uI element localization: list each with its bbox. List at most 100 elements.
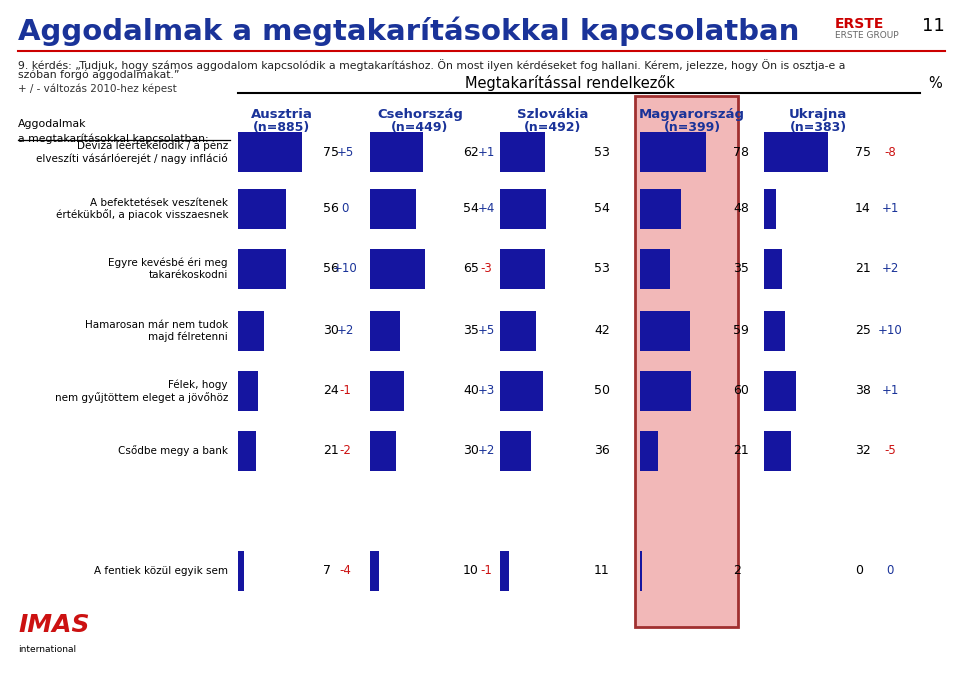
Text: Csődbe megy a bank: Csődbe megy a bank	[118, 446, 228, 457]
Bar	[238, 132, 301, 172]
Text: -2: -2	[339, 444, 351, 457]
Bar	[500, 132, 545, 172]
Text: 38: 38	[855, 384, 871, 398]
Bar	[640, 371, 691, 411]
Bar	[238, 551, 244, 591]
Text: + / - változás 2010-hez képest: + / - változás 2010-hez képest	[18, 84, 177, 94]
Bar	[370, 431, 396, 471]
Text: 11: 11	[594, 564, 610, 577]
Text: 48: 48	[733, 203, 749, 216]
Bar	[370, 132, 422, 172]
Text: 42: 42	[594, 325, 610, 338]
Text: +3: +3	[477, 384, 494, 398]
Bar	[370, 249, 425, 289]
Bar	[640, 189, 681, 229]
Text: (n=449): (n=449)	[392, 121, 448, 134]
Text: A befektetések veszítenek
értékükből, a piacok visszaesnek: A befektetések veszítenek értékükből, a …	[56, 198, 228, 220]
Text: 54: 54	[594, 203, 610, 216]
Bar	[238, 189, 286, 229]
Text: 35: 35	[463, 325, 479, 338]
Text: (n=492): (n=492)	[524, 121, 582, 134]
Bar	[764, 189, 776, 229]
Bar	[764, 431, 791, 471]
Text: Csehország: Csehország	[377, 108, 463, 121]
Bar	[500, 551, 510, 591]
Text: +4: +4	[477, 203, 494, 216]
Text: 35: 35	[733, 263, 749, 276]
Text: Félek, hogy
nem gyűjtöttem eleget a jövőhöz: Félek, hogy nem gyűjtöttem eleget a jövő…	[55, 380, 228, 402]
Text: 11: 11	[923, 17, 945, 35]
Bar	[640, 132, 707, 172]
Text: 0: 0	[342, 203, 348, 216]
Text: 54: 54	[463, 203, 479, 216]
Text: +2: +2	[477, 444, 494, 457]
Text: 21: 21	[733, 444, 749, 457]
Text: +1: +1	[881, 384, 899, 398]
Text: 75: 75	[855, 145, 871, 158]
Text: +10: +10	[332, 263, 357, 276]
Bar	[764, 371, 796, 411]
Text: -5: -5	[884, 444, 896, 457]
Text: +1: +1	[881, 203, 899, 216]
Bar	[640, 551, 641, 591]
Bar	[500, 311, 536, 351]
Text: 53: 53	[594, 263, 610, 276]
Text: 30: 30	[323, 325, 339, 338]
Text: Deviza leértékelődik / a pénz
elveszíti vásárlóerejét / nagy infláció: Deviza leértékelődik / a pénz elveszíti …	[36, 141, 228, 163]
Bar	[640, 431, 658, 471]
Text: ERSTE: ERSTE	[835, 17, 884, 31]
Text: 65: 65	[463, 263, 479, 276]
Text: 0: 0	[855, 564, 863, 577]
Bar	[238, 371, 258, 411]
Text: 56: 56	[323, 203, 339, 216]
Bar	[370, 551, 378, 591]
Bar	[238, 249, 286, 289]
Text: +2: +2	[881, 263, 899, 276]
Bar	[764, 249, 781, 289]
Text: Ukrajna: Ukrajna	[789, 108, 847, 121]
Text: -1: -1	[339, 384, 351, 398]
Text: 50: 50	[594, 384, 610, 398]
Text: international: international	[18, 645, 76, 654]
Bar	[635, 96, 738, 627]
Text: szóban forgó aggodalmakat.”: szóban forgó aggodalmakat.”	[18, 70, 180, 81]
Bar	[238, 431, 256, 471]
Text: 53: 53	[594, 145, 610, 158]
Bar	[500, 371, 542, 411]
Text: 2: 2	[733, 564, 741, 577]
Text: 10: 10	[463, 564, 479, 577]
Text: 62: 62	[463, 145, 479, 158]
Text: Aggodalmak a megtakarításokkal kapcsolatban: Aggodalmak a megtakarításokkal kapcsolat…	[18, 17, 800, 46]
Text: Ausztria: Ausztria	[252, 108, 313, 121]
Text: 0: 0	[886, 564, 894, 577]
Text: 21: 21	[855, 263, 871, 276]
Text: -4: -4	[339, 564, 351, 577]
Text: +5: +5	[336, 145, 353, 158]
Text: -1: -1	[480, 564, 492, 577]
Text: +10: +10	[877, 325, 902, 338]
Text: 75: 75	[323, 145, 339, 158]
Text: Aggodalmak
a megtakarításokkal kapcsolatban:: Aggodalmak a megtakarításokkal kapcsolat…	[18, 119, 208, 144]
Bar	[500, 431, 531, 471]
Text: 32: 32	[855, 444, 871, 457]
Text: +1: +1	[477, 145, 494, 158]
Text: -3: -3	[480, 263, 492, 276]
Text: Megtakarítással rendelkezők: Megtakarítással rendelkezők	[465, 75, 675, 91]
Text: 21: 21	[323, 444, 339, 457]
Text: 9. kérdés: „Tudjuk, hogy számos aggodalom kapcsolódik a megtakarításhoz. Ön most: 9. kérdés: „Tudjuk, hogy számos aggodalo…	[18, 59, 846, 71]
Text: 78: 78	[733, 145, 749, 158]
Bar	[500, 189, 546, 229]
Bar	[764, 132, 828, 172]
Text: 30: 30	[463, 444, 479, 457]
Text: ERSTE GROUP: ERSTE GROUP	[835, 31, 899, 40]
Text: 56: 56	[323, 263, 339, 276]
Text: -8: -8	[884, 145, 896, 158]
Bar	[370, 371, 404, 411]
Bar	[640, 249, 670, 289]
Text: (n=383): (n=383)	[789, 121, 847, 134]
Text: IMAS: IMAS	[18, 613, 89, 637]
Text: A fentiek közül egyik sem: A fentiek közül egyik sem	[94, 566, 228, 576]
Text: 40: 40	[463, 384, 479, 398]
Text: 60: 60	[733, 384, 749, 398]
Text: Magyarország: Magyarország	[639, 108, 745, 121]
